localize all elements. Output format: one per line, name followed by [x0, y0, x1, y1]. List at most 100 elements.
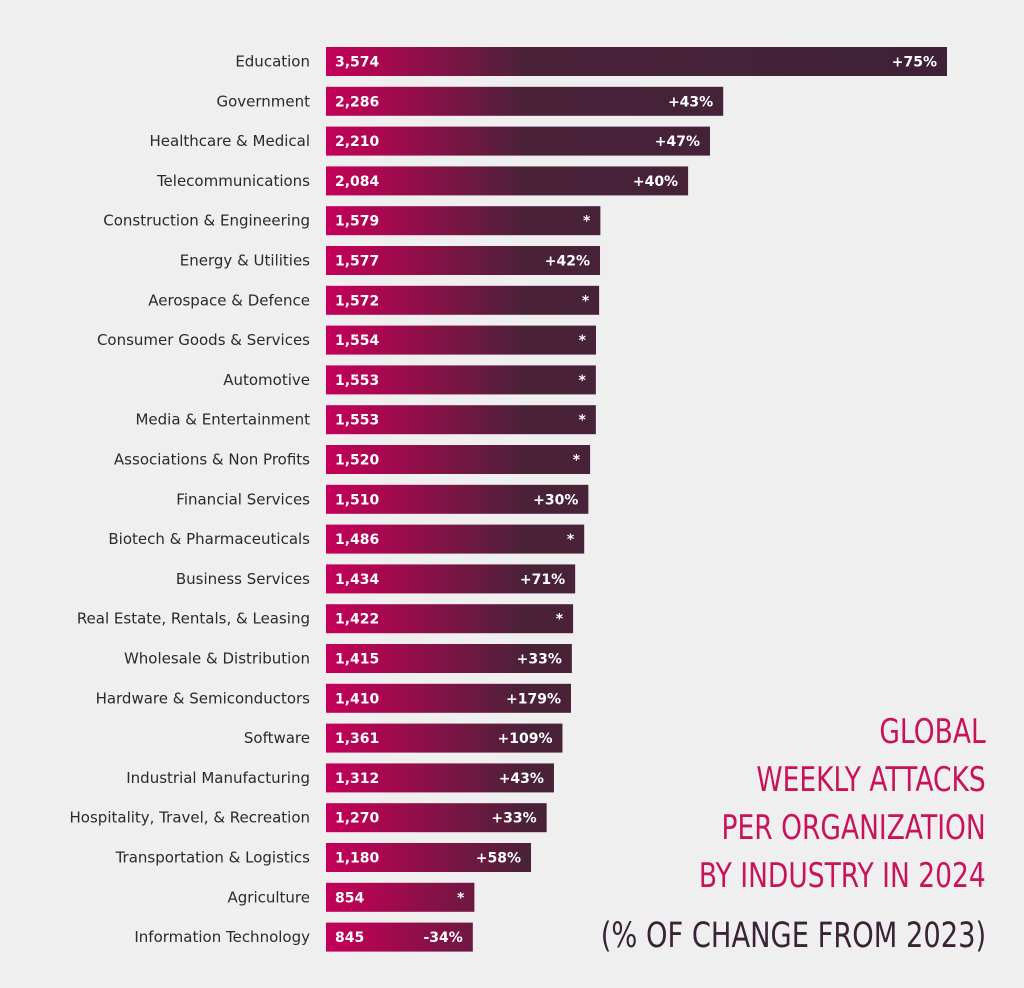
- value-label: 1,180: [335, 851, 380, 867]
- value-label: 1,422: [335, 612, 379, 628]
- category-label: Financial Services: [176, 490, 310, 508]
- value-label: 1,577: [335, 254, 379, 270]
- value-label: 1,270: [335, 811, 380, 827]
- bar: [326, 524, 585, 554]
- value-label: 2,084: [335, 174, 380, 190]
- value-label: 1,312: [335, 771, 379, 787]
- category-label: Industrial Manufacturing: [126, 769, 310, 787]
- bar: [326, 365, 596, 395]
- title-line-3: PER ORGANIZATION: [721, 808, 986, 848]
- bar: [326, 166, 689, 196]
- change-label: +58%: [476, 851, 521, 867]
- chart-title: GLOBAL WEEKLY ATTACKS PER ORGANIZATION B…: [618, 708, 986, 900]
- category-label: Healthcare & Medical: [150, 132, 310, 150]
- change-label: +33%: [517, 652, 562, 668]
- bar: [326, 644, 572, 673]
- category-label: Software: [244, 729, 310, 747]
- change-label: *: [556, 612, 564, 628]
- category-label: Media & Entertainment: [135, 411, 310, 429]
- category-label: Information Technology: [134, 928, 310, 946]
- change-label: +75%: [892, 55, 937, 71]
- category-label: Transportation & Logistics: [115, 849, 311, 867]
- category-label: Education: [235, 53, 310, 71]
- change-label: *: [573, 453, 581, 469]
- value-label: 1,361: [335, 731, 379, 747]
- value-label: 1,510: [335, 492, 380, 508]
- change-label: +71%: [520, 572, 565, 588]
- value-label: 3,574: [335, 55, 380, 71]
- category-label: Energy & Utilities: [180, 252, 310, 270]
- change-label: +40%: [633, 174, 678, 190]
- change-label: *: [583, 214, 591, 230]
- category-label: Biotech & Pharmaceuticals: [108, 530, 310, 548]
- change-label: *: [579, 373, 587, 389]
- bar: [326, 564, 576, 594]
- title-line-2: WEEKLY ATTACKS: [756, 760, 986, 800]
- category-label: Associations & Non Profits: [114, 451, 310, 469]
- value-label: 1,415: [335, 652, 379, 668]
- change-label: -34%: [423, 930, 462, 946]
- change-label: *: [579, 413, 587, 429]
- category-label: Real Estate, Rentals, & Leasing: [77, 610, 310, 628]
- category-label: Consumer Goods & Services: [97, 331, 310, 349]
- category-label: Aerospace & Defence: [148, 291, 310, 309]
- bar: [326, 445, 591, 474]
- change-label: *: [567, 532, 575, 548]
- category-label: Telecommunications: [156, 172, 310, 190]
- bar: [326, 246, 601, 275]
- bar: [326, 882, 475, 912]
- bar: [326, 723, 563, 753]
- bar: [326, 683, 571, 713]
- category-label: Wholesale & Distribution: [124, 650, 310, 668]
- bar: [326, 604, 574, 634]
- value-label: 854: [335, 890, 364, 906]
- change-label: *: [457, 890, 465, 906]
- bar: [326, 803, 547, 833]
- change-label: +179%: [506, 691, 561, 707]
- value-label: 1,579: [335, 214, 379, 230]
- change-label: +43%: [668, 94, 713, 110]
- value-label: 1,553: [335, 373, 379, 389]
- value-label: 1,553: [335, 413, 379, 429]
- change-label: +47%: [655, 134, 700, 150]
- category-label: Business Services: [176, 570, 310, 588]
- category-label: Construction & Engineering: [103, 212, 310, 230]
- value-label: 1,486: [335, 532, 379, 548]
- change-label: +30%: [533, 492, 578, 508]
- change-label: +109%: [497, 731, 552, 747]
- value-label: 1,554: [335, 333, 380, 349]
- bar: [326, 843, 532, 872]
- bar: [326, 405, 596, 435]
- category-label: Hardware & Semiconductors: [96, 689, 311, 707]
- bar: [326, 47, 947, 76]
- title-line-1: GLOBAL: [879, 712, 986, 752]
- change-label: *: [582, 293, 590, 309]
- value-label: 1,434: [335, 572, 380, 588]
- bar: [326, 206, 601, 236]
- change-label: +43%: [499, 771, 544, 787]
- bar: [326, 763, 554, 793]
- bar: [326, 484, 589, 514]
- bar: [326, 922, 473, 952]
- value-label: 1,520: [335, 453, 380, 469]
- value-label: 1,410: [335, 691, 380, 707]
- bar: [326, 285, 600, 315]
- bar: [326, 126, 710, 156]
- category-label: Government: [216, 92, 310, 110]
- chart-subtitle: (% OF CHANGE FROM 2023): [600, 916, 986, 956]
- category-label: Agriculture: [228, 888, 311, 906]
- title-line-4: BY INDUSTRY IN 2024: [699, 856, 986, 896]
- category-label: Automotive: [223, 371, 310, 389]
- change-label: +33%: [491, 811, 536, 827]
- change-label: *: [579, 333, 587, 349]
- value-label: 845: [335, 930, 364, 946]
- change-label: +42%: [545, 254, 590, 270]
- value-label: 1,572: [335, 293, 379, 309]
- value-label: 2,210: [335, 134, 380, 150]
- bar: [326, 86, 724, 116]
- bar: [326, 325, 597, 355]
- value-label: 2,286: [335, 94, 379, 110]
- category-label: Hospitality, Travel, & Recreation: [70, 809, 310, 827]
